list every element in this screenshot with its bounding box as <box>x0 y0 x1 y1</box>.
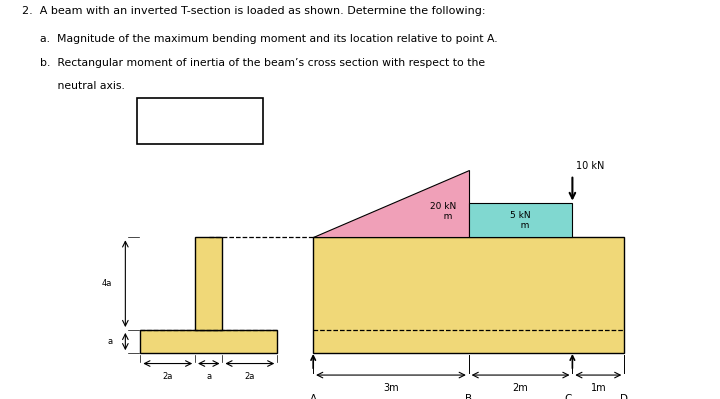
Text: neutral axis.: neutral axis. <box>40 81 125 91</box>
Text: a: a <box>206 372 212 381</box>
FancyBboxPatch shape <box>137 98 263 144</box>
Text: 2a: 2a <box>245 372 255 381</box>
Text: 2a: 2a <box>163 372 173 381</box>
Text: 1m: 1m <box>590 383 606 393</box>
Text: B: B <box>465 394 472 399</box>
Text: 3m: 3m <box>383 383 399 393</box>
Polygon shape <box>313 170 469 237</box>
Text: a = 40mm: a = 40mm <box>153 118 204 128</box>
Text: 10 kN: 10 kN <box>576 161 604 171</box>
Text: 20 kN
   m: 20 kN m <box>431 202 456 221</box>
Text: C: C <box>564 394 572 399</box>
Bar <box>313 237 624 353</box>
Text: 2.  A beam with an inverted T-section is loaded as shown. Determine the followin: 2. A beam with an inverted T-section is … <box>22 6 485 16</box>
Text: a.  Magnitude of the maximum bending moment and its location relative to point A: a. Magnitude of the maximum bending mome… <box>40 34 498 44</box>
Bar <box>140 330 277 353</box>
Text: 5 kN
   m: 5 kN m <box>510 211 531 230</box>
Text: 2m: 2m <box>513 383 528 393</box>
Text: 4a: 4a <box>102 279 112 288</box>
Text: a: a <box>107 337 112 346</box>
Text: GIVEN:: GIVEN: <box>148 106 185 116</box>
Bar <box>195 237 222 330</box>
Text: D: D <box>620 394 629 399</box>
Text: b.  Rectangular moment of inertia of the beam’s cross section with respect to th: b. Rectangular moment of inertia of the … <box>40 58 485 68</box>
Text: A: A <box>310 394 317 399</box>
Bar <box>469 203 572 237</box>
